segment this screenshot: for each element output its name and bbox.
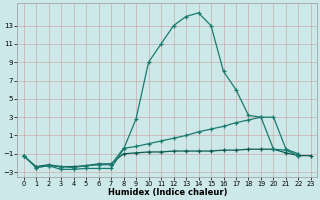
X-axis label: Humidex (Indice chaleur): Humidex (Indice chaleur) [108,188,227,197]
